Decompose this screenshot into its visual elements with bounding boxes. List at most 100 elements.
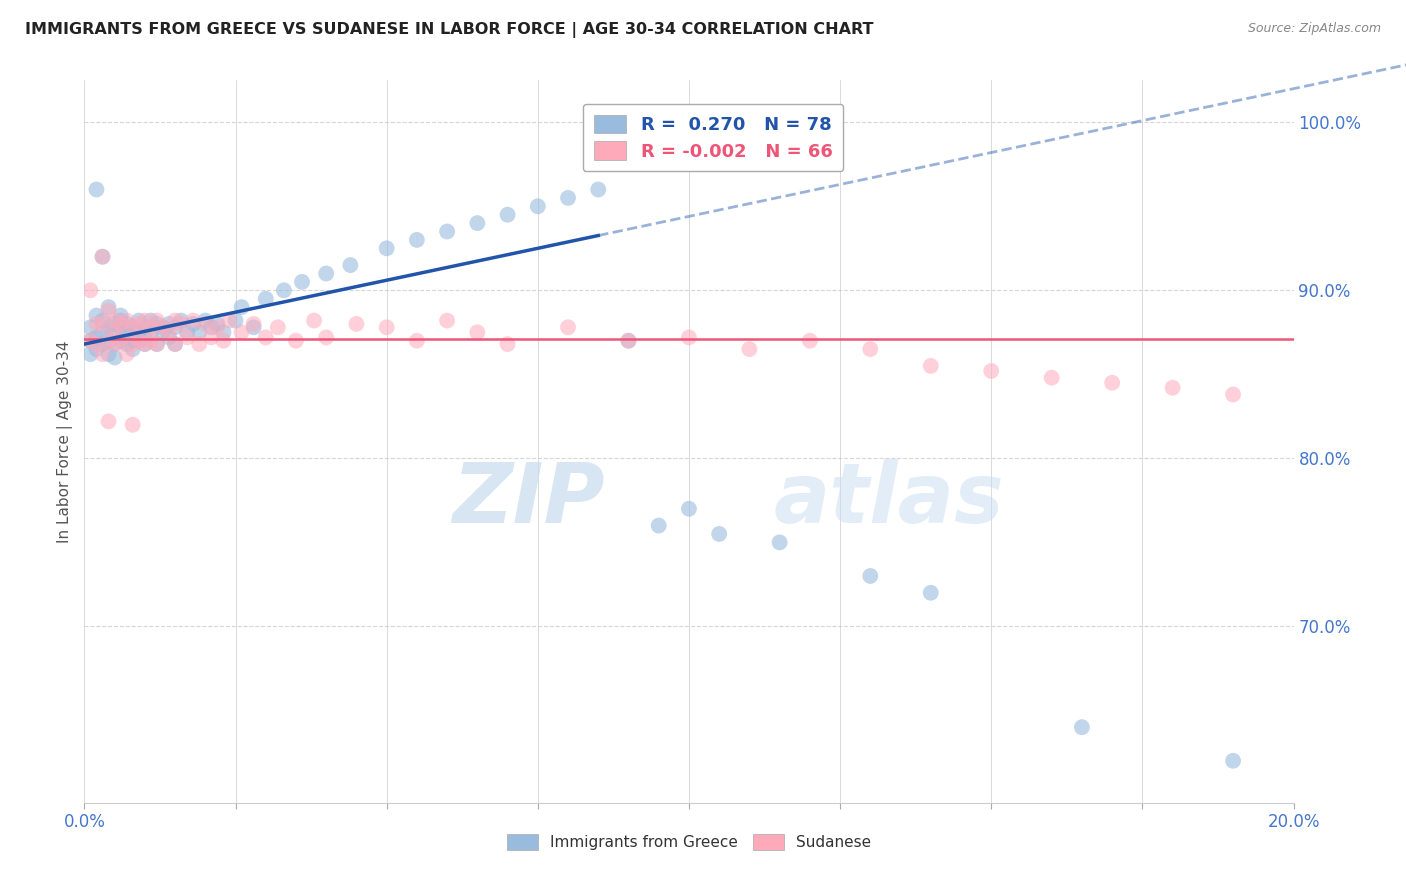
Point <box>91 313 114 327</box>
Point <box>110 313 132 327</box>
Point <box>346 317 368 331</box>
Point <box>152 320 174 334</box>
Point <box>557 191 579 205</box>
Point <box>97 300 120 314</box>
Point <box>104 317 127 331</box>
Point <box>139 320 162 334</box>
Point <box>104 351 127 365</box>
Point <box>617 334 640 348</box>
Point <box>86 317 108 331</box>
Point <box>97 334 120 348</box>
Point <box>157 317 180 331</box>
Point <box>709 527 731 541</box>
Point <box>86 330 108 344</box>
Point <box>157 330 180 344</box>
Point <box>165 313 187 327</box>
Point <box>139 313 162 327</box>
Point <box>86 182 108 196</box>
Point <box>97 347 120 361</box>
Point <box>79 283 101 297</box>
Point <box>267 320 290 334</box>
Point <box>375 320 398 334</box>
Point <box>134 313 156 327</box>
Point <box>496 208 519 222</box>
Point <box>134 320 156 334</box>
Point <box>207 317 229 331</box>
Point <box>496 337 519 351</box>
Point <box>242 317 264 331</box>
Point <box>134 330 156 344</box>
Point <box>104 326 127 340</box>
Point <box>170 317 193 331</box>
Point <box>115 347 138 361</box>
Point <box>146 337 169 351</box>
Point <box>1101 376 1123 390</box>
Point <box>302 313 325 327</box>
Point <box>104 326 127 340</box>
Point <box>104 337 127 351</box>
Legend: Immigrants from Greece, Sudanese: Immigrants from Greece, Sudanese <box>501 829 877 856</box>
Point <box>242 320 264 334</box>
Point <box>588 182 610 196</box>
Text: atlas: atlas <box>773 458 1004 540</box>
Point <box>375 241 398 255</box>
Point <box>146 317 169 331</box>
Point <box>152 320 174 334</box>
Point <box>225 313 247 327</box>
Point <box>139 334 162 348</box>
Point <box>1071 720 1094 734</box>
Point <box>194 317 217 331</box>
Point <box>176 330 198 344</box>
Point <box>134 337 156 351</box>
Point <box>212 326 235 340</box>
Point <box>115 317 138 331</box>
Point <box>467 216 489 230</box>
Point <box>231 326 253 340</box>
Point <box>200 330 222 344</box>
Point <box>121 320 143 334</box>
Point <box>799 334 821 348</box>
Point <box>86 342 108 356</box>
Point <box>617 334 640 348</box>
Point <box>104 313 127 327</box>
Point <box>91 347 114 361</box>
Point <box>97 334 120 348</box>
Point <box>291 275 314 289</box>
Point <box>121 342 143 356</box>
Point <box>920 586 942 600</box>
Point <box>121 320 143 334</box>
Point <box>121 337 143 351</box>
Point <box>467 326 489 340</box>
Point <box>86 309 108 323</box>
Point <box>406 233 429 247</box>
Point <box>769 535 792 549</box>
Text: ZIP: ZIP <box>451 458 605 540</box>
Point <box>181 317 204 331</box>
Point <box>128 317 150 331</box>
Point <box>165 337 187 351</box>
Point <box>218 313 240 327</box>
Point <box>207 320 229 334</box>
Point <box>115 313 138 327</box>
Point <box>86 337 108 351</box>
Text: IMMIGRANTS FROM GREECE VS SUDANESE IN LABOR FORCE | AGE 30-34 CORRELATION CHART: IMMIGRANTS FROM GREECE VS SUDANESE IN LA… <box>25 22 873 38</box>
Point <box>79 347 101 361</box>
Point <box>339 258 361 272</box>
Point <box>254 330 277 344</box>
Point <box>436 225 458 239</box>
Text: Source: ZipAtlas.com: Source: ZipAtlas.com <box>1247 22 1381 36</box>
Point <box>285 334 308 348</box>
Point <box>91 317 114 331</box>
Point <box>79 334 101 348</box>
Point <box>678 330 700 344</box>
Point <box>678 501 700 516</box>
Point <box>110 334 132 348</box>
Point <box>91 337 114 351</box>
Point <box>231 300 253 314</box>
Point <box>188 337 211 351</box>
Point <box>859 342 882 356</box>
Point <box>110 320 132 334</box>
Point <box>170 313 193 327</box>
Point <box>527 199 550 213</box>
Point <box>110 309 132 323</box>
